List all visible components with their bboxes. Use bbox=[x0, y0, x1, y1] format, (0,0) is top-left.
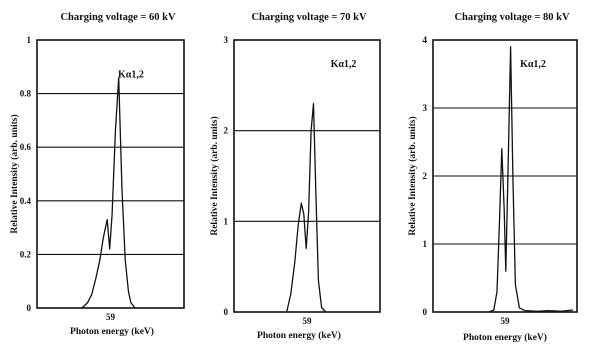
y-axis-label: Relative Intensity (arb. units) bbox=[407, 116, 418, 235]
peak-label-text: Kα1,2 bbox=[118, 70, 144, 81]
y-tick-label: 0 bbox=[224, 307, 229, 317]
y-tick-label: 2 bbox=[423, 171, 428, 181]
chart-title: Charging voltage = 60 kV bbox=[60, 12, 175, 23]
y-tick-label: 0.8 bbox=[20, 89, 32, 99]
y-axis-label: Relative Intensity (arb. units) bbox=[9, 114, 20, 233]
y-tick-label: 4 bbox=[423, 35, 428, 45]
spectrum-line bbox=[488, 46, 574, 313]
y-tick-label: 0.2 bbox=[20, 249, 32, 259]
spectrum-line bbox=[286, 102, 327, 313]
x-tick-label: 59 bbox=[303, 316, 313, 326]
chart-title: Charging voltage = 70 kV bbox=[251, 12, 366, 23]
y-tick-label: 1 bbox=[224, 216, 229, 226]
chart-panel-60kv: Charging voltage = 60 kV 0 0.2 0.4 0.6 0.8 1 5… bbox=[9, 12, 185, 337]
peak-label: Kα1,2 bbox=[520, 59, 546, 70]
y-tick-label: 0.6 bbox=[20, 142, 32, 152]
y-tick-label: 2 bbox=[224, 126, 229, 136]
peak-label: Kα1,2 bbox=[118, 70, 144, 81]
y-tick-label: 1 bbox=[423, 239, 428, 249]
y-tick-label: 3 bbox=[423, 103, 428, 113]
peak-label-text: Kα1,2 bbox=[331, 59, 357, 70]
y-tick-label: 1 bbox=[27, 35, 32, 45]
x-axis-label: Photon energy (keV) bbox=[463, 332, 547, 343]
plot-frame bbox=[36, 39, 185, 309]
x-axis-label: Photon energy (keV) bbox=[257, 330, 341, 341]
y-axis-label: Relative Intensity (arb. units) bbox=[209, 116, 220, 235]
y-tick-label: 0 bbox=[423, 307, 428, 317]
x-tick-label: 59 bbox=[106, 312, 116, 322]
plot-frame bbox=[432, 39, 578, 313]
y-tick-label: 3 bbox=[224, 35, 229, 45]
y-tick-label: 0 bbox=[27, 303, 32, 313]
plot-frame bbox=[233, 39, 381, 313]
spectrum-line bbox=[81, 76, 136, 309]
chart-title: Charging voltage = 80 kV bbox=[454, 12, 569, 23]
x-axis-label: Photon energy (keV) bbox=[70, 326, 154, 337]
peak-label-text: Kα1,2 bbox=[520, 59, 546, 70]
y-tick-label: 0.4 bbox=[20, 196, 32, 206]
chart-panel-70kv: Charging voltage = 70 kV 0 1 2 3 59 Kα1,2 Re… bbox=[209, 12, 381, 341]
x-tick-label: 59 bbox=[501, 316, 511, 326]
peak-label: Kα1,2 bbox=[331, 59, 357, 70]
chart-panel-80kv: Charging voltage = 80 kV 0 1 2 3 4 59 Kα1,2 R… bbox=[407, 12, 578, 343]
